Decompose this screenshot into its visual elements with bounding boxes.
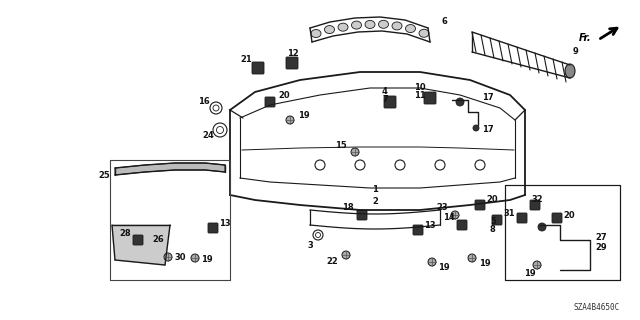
Text: 26: 26 <box>152 236 164 244</box>
Ellipse shape <box>419 29 429 37</box>
Text: 19: 19 <box>479 260 491 268</box>
FancyBboxPatch shape <box>133 235 143 245</box>
Text: 3: 3 <box>307 241 313 250</box>
FancyBboxPatch shape <box>286 57 298 69</box>
Circle shape <box>538 223 546 231</box>
Ellipse shape <box>351 21 362 29</box>
FancyBboxPatch shape <box>252 62 264 74</box>
FancyBboxPatch shape <box>384 96 396 108</box>
Text: 1: 1 <box>372 186 378 195</box>
Ellipse shape <box>565 64 575 78</box>
Text: 8: 8 <box>490 226 496 235</box>
FancyBboxPatch shape <box>208 223 218 233</box>
FancyBboxPatch shape <box>265 97 275 107</box>
Ellipse shape <box>311 29 321 37</box>
Text: 31: 31 <box>504 209 515 218</box>
Circle shape <box>351 148 359 156</box>
Text: 19: 19 <box>524 268 536 277</box>
Circle shape <box>428 258 436 266</box>
Bar <box>505 185 620 280</box>
Text: Fr.: Fr. <box>579 33 591 43</box>
Polygon shape <box>115 163 225 175</box>
Text: 20: 20 <box>486 196 498 204</box>
Text: 2: 2 <box>372 197 378 206</box>
Circle shape <box>451 211 459 219</box>
Text: 4: 4 <box>382 87 388 97</box>
Text: 29: 29 <box>595 244 607 252</box>
Ellipse shape <box>338 23 348 31</box>
Text: 20: 20 <box>278 92 290 100</box>
Text: 20: 20 <box>563 211 575 220</box>
Text: 21: 21 <box>240 55 252 65</box>
Text: 25: 25 <box>99 171 110 180</box>
FancyBboxPatch shape <box>475 200 485 210</box>
Text: 5: 5 <box>490 218 496 227</box>
Text: 19: 19 <box>438 263 450 273</box>
Circle shape <box>286 116 294 124</box>
Circle shape <box>342 251 350 259</box>
Ellipse shape <box>406 25 415 33</box>
Text: 7: 7 <box>382 95 388 105</box>
Circle shape <box>468 254 476 262</box>
Text: 13: 13 <box>424 220 436 229</box>
Circle shape <box>191 254 199 262</box>
FancyBboxPatch shape <box>457 220 467 230</box>
Circle shape <box>456 98 464 106</box>
Text: 11: 11 <box>414 92 426 100</box>
Text: 19: 19 <box>298 111 310 121</box>
Ellipse shape <box>378 20 388 28</box>
Polygon shape <box>112 225 170 265</box>
Text: 17: 17 <box>482 93 493 102</box>
Ellipse shape <box>324 26 335 34</box>
Text: 19: 19 <box>201 255 212 265</box>
Circle shape <box>533 261 541 269</box>
Text: 16: 16 <box>198 98 210 107</box>
Circle shape <box>473 125 479 131</box>
Text: 23: 23 <box>436 204 448 212</box>
Text: 27: 27 <box>595 234 607 243</box>
FancyBboxPatch shape <box>552 213 562 223</box>
Text: 14: 14 <box>444 213 455 222</box>
FancyBboxPatch shape <box>413 225 423 235</box>
FancyBboxPatch shape <box>357 210 367 220</box>
Circle shape <box>164 253 172 261</box>
Text: 32: 32 <box>531 196 543 204</box>
FancyBboxPatch shape <box>517 213 527 223</box>
Text: 22: 22 <box>326 258 338 267</box>
Ellipse shape <box>365 20 375 28</box>
Text: 13: 13 <box>219 220 230 228</box>
Text: 6: 6 <box>442 18 448 27</box>
Text: SZA4B4650C: SZA4B4650C <box>573 303 620 312</box>
Text: 15: 15 <box>335 141 347 150</box>
Text: 28: 28 <box>120 228 131 237</box>
Ellipse shape <box>392 22 402 30</box>
Text: 12: 12 <box>287 50 299 59</box>
FancyBboxPatch shape <box>530 200 540 210</box>
Text: 30: 30 <box>174 253 186 262</box>
FancyBboxPatch shape <box>492 215 502 225</box>
Text: 10: 10 <box>414 84 426 92</box>
Text: 24: 24 <box>202 132 214 140</box>
Text: 18: 18 <box>342 204 354 212</box>
Text: 9: 9 <box>573 47 579 57</box>
FancyBboxPatch shape <box>424 92 436 104</box>
Text: 17: 17 <box>482 125 493 134</box>
